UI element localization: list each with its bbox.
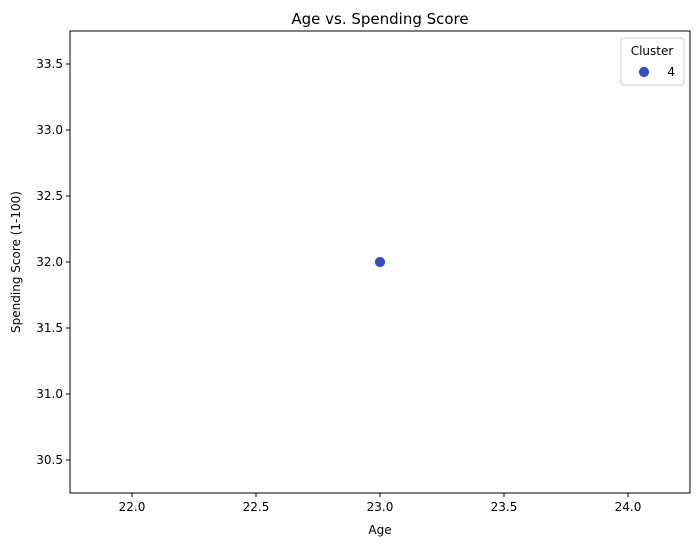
x-tick-label: 23.5 <box>491 500 518 514</box>
x-tick-label: 22.0 <box>119 500 146 514</box>
data-point <box>374 256 386 268</box>
chart-title: Age vs. Spending Score <box>291 10 468 28</box>
y-tick-label: 30.5 <box>36 453 63 467</box>
x-tick-label: 24.0 <box>615 500 642 514</box>
y-tick-label: 31.5 <box>36 321 63 335</box>
data-points <box>374 256 386 268</box>
x-tick-label: 23.0 <box>367 500 394 514</box>
y-tick-label: 33.5 <box>36 57 63 71</box>
x-axis-label: Age <box>368 523 391 537</box>
legend: Cluster 4 <box>620 37 685 86</box>
y-tick-label: 32.0 <box>36 255 63 269</box>
legend-title: Cluster <box>631 44 674 58</box>
plot-area-frame <box>69 30 691 494</box>
legend-marker <box>638 66 650 78</box>
y-axis-ticks: 30.5 31.0 31.5 32.0 32.5 33.0 33.5 <box>36 57 70 467</box>
x-axis-ticks: 22.0 22.5 23.0 23.5 24.0 <box>119 493 642 514</box>
y-tick-label: 32.5 <box>36 189 63 203</box>
legend-label: 4 <box>667 65 675 79</box>
y-axis-label: Spending Score (1-100) <box>9 191 23 333</box>
legend-items: 4 <box>638 65 675 79</box>
legend-frame <box>620 37 685 86</box>
x-tick-label: 22.5 <box>243 500 270 514</box>
y-tick-label: 33.0 <box>36 123 63 137</box>
y-tick-label: 31.0 <box>36 387 63 401</box>
